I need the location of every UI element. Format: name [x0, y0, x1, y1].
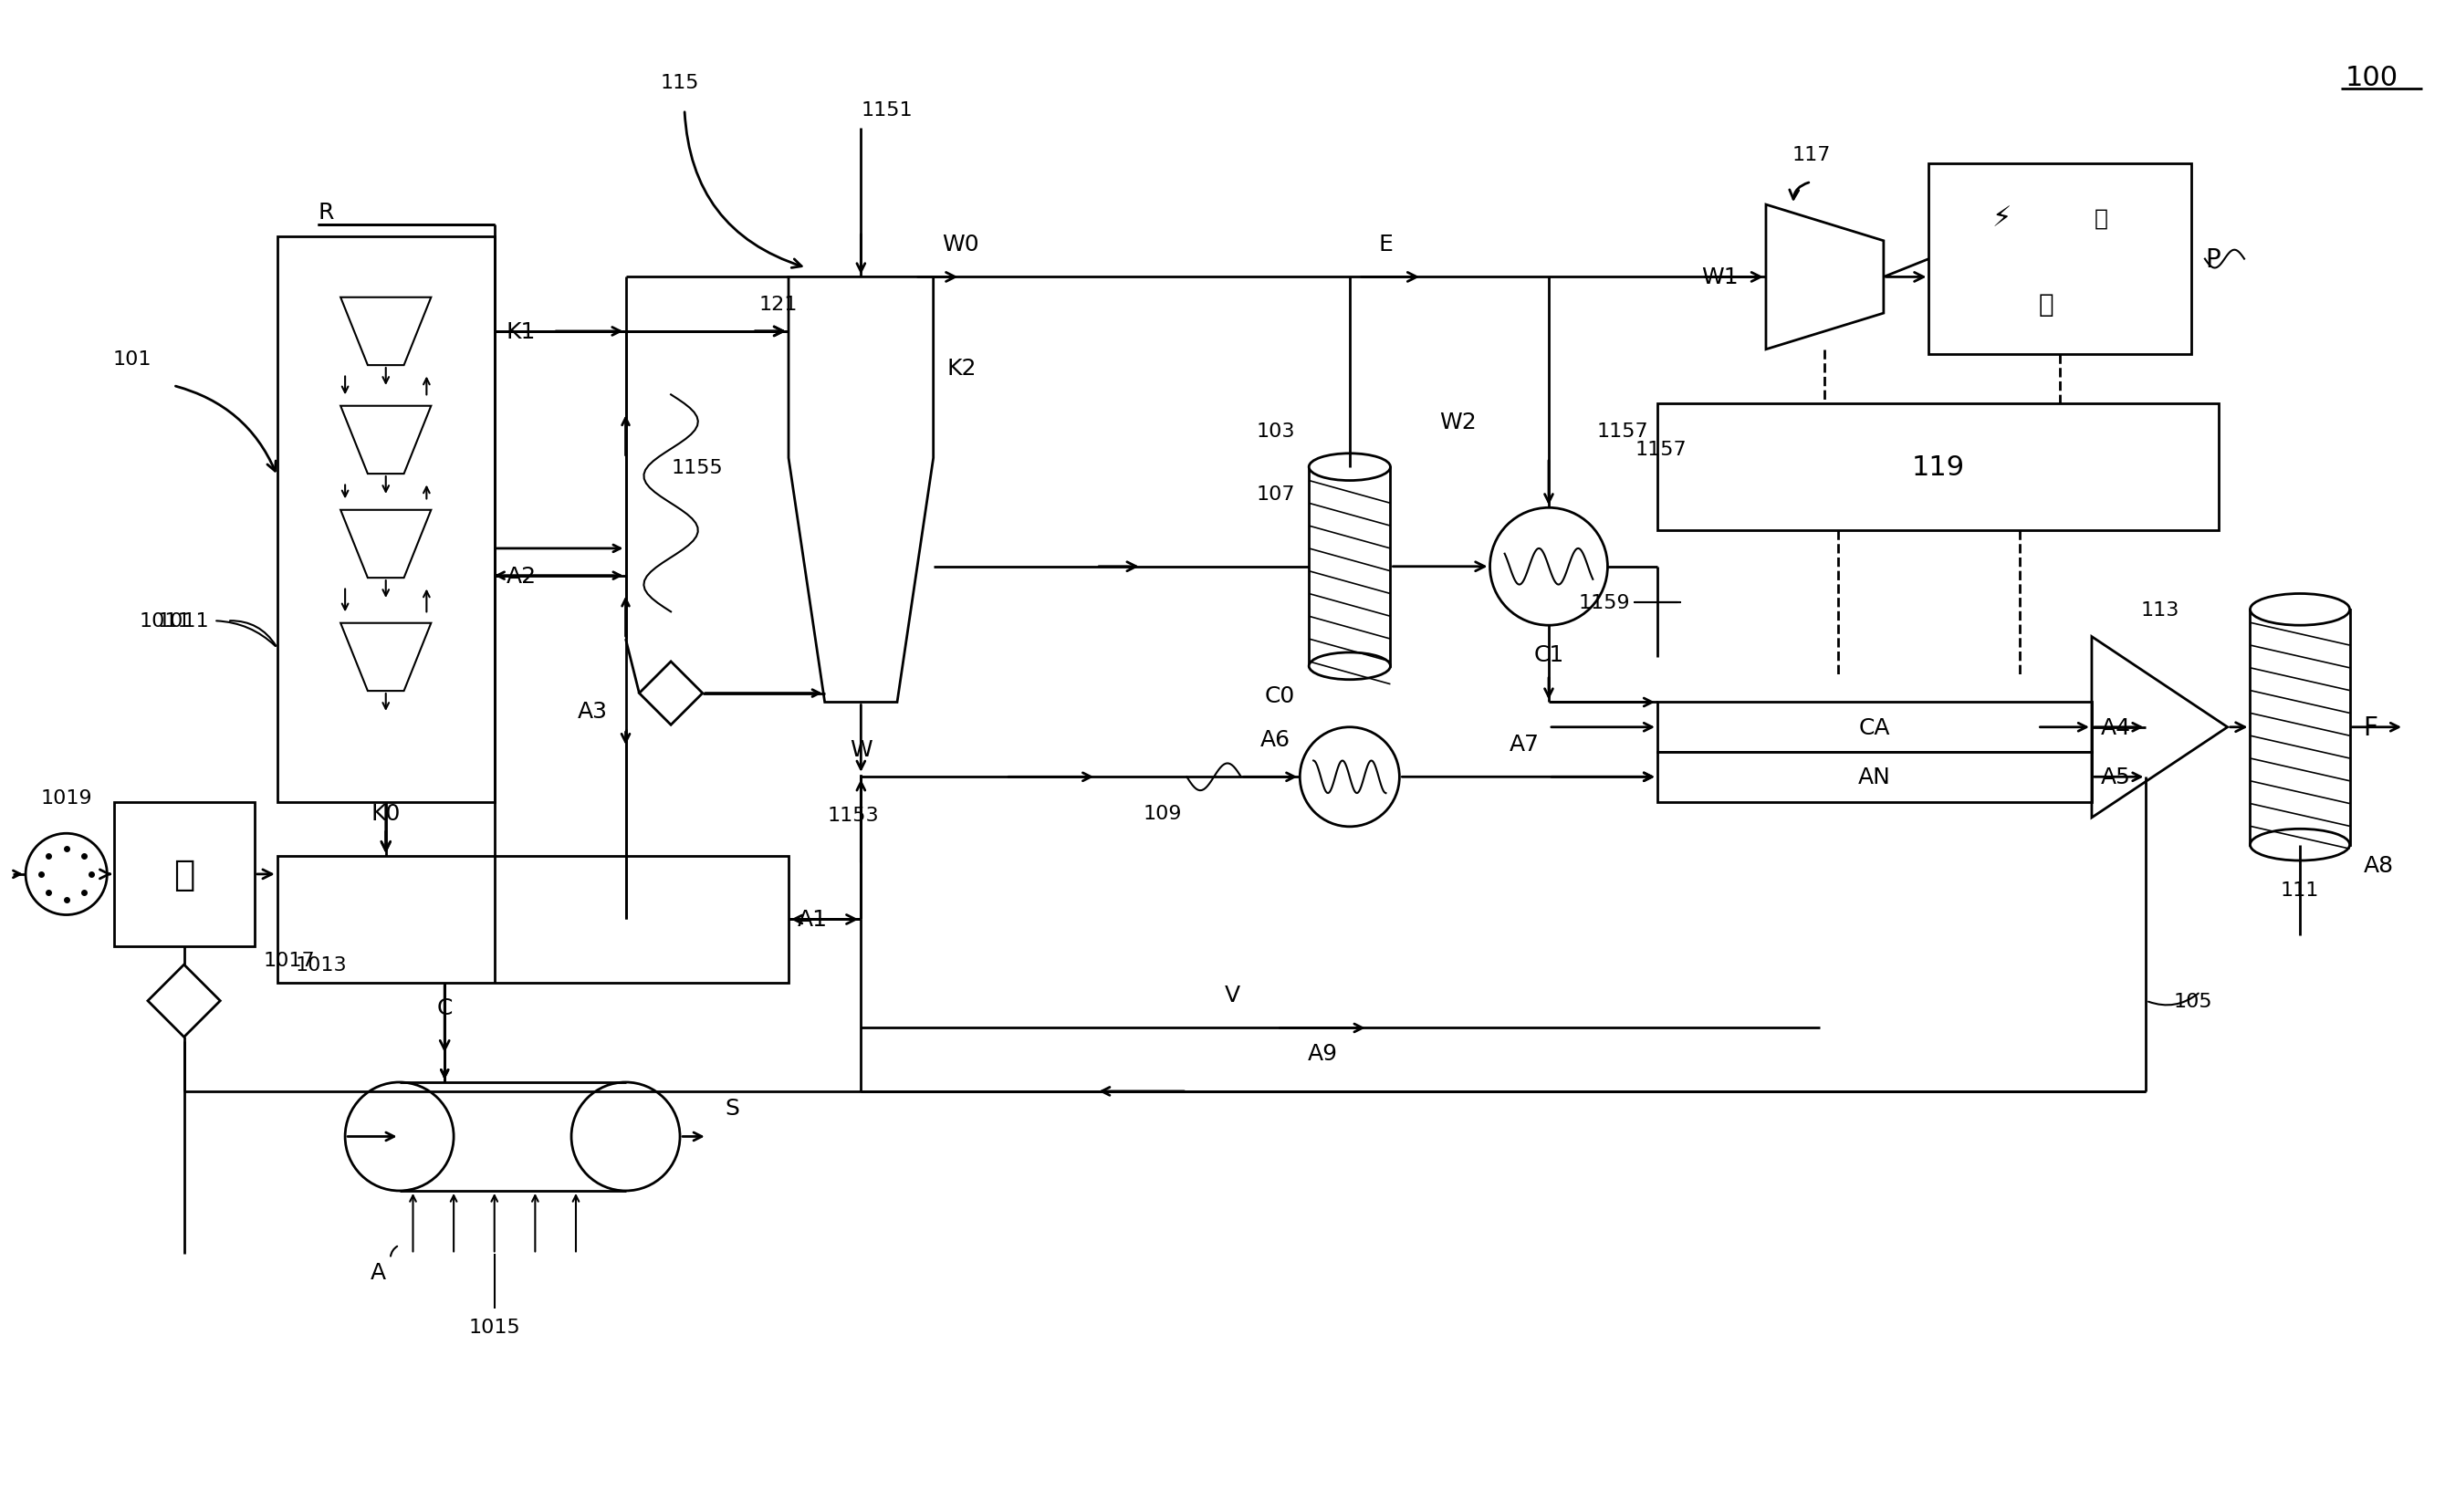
- Text: 119: 119: [1912, 454, 1963, 481]
- Text: 105: 105: [2174, 992, 2213, 1010]
- Text: 🔥: 🔥: [174, 857, 196, 892]
- Text: 1017: 1017: [264, 951, 315, 969]
- Text: S: S: [726, 1096, 741, 1119]
- Text: K2: K2: [946, 357, 976, 380]
- Circle shape: [345, 1083, 455, 1191]
- Text: 103: 103: [1257, 422, 1296, 440]
- Bar: [2249, 609, 2350, 845]
- Text: W2: W2: [1440, 411, 1477, 434]
- Text: K0: K0: [372, 803, 401, 824]
- Text: 1157: 1157: [1636, 440, 1687, 458]
- Text: 100: 100: [2345, 65, 2399, 92]
- Bar: [1658, 703, 2093, 753]
- Text: 111: 111: [2281, 881, 2320, 900]
- Text: 1157: 1157: [1597, 422, 1648, 440]
- Text: 1011: 1011: [156, 612, 210, 631]
- Text: 1013: 1013: [296, 956, 347, 974]
- Text: C: C: [438, 996, 452, 1019]
- Text: 113: 113: [2139, 600, 2178, 618]
- Text: W1: W1: [1702, 266, 1738, 289]
- Text: 121: 121: [758, 296, 797, 314]
- Text: A3: A3: [577, 700, 606, 723]
- Text: A: A: [369, 1261, 386, 1284]
- Circle shape: [1301, 727, 1399, 827]
- Text: A1: A1: [797, 909, 829, 930]
- Text: 1155: 1155: [670, 458, 724, 476]
- Bar: [1658, 404, 2218, 531]
- Text: AN: AN: [1858, 767, 1890, 788]
- Text: 🏗: 🏗: [2039, 292, 2054, 318]
- Text: 1019: 1019: [42, 788, 93, 806]
- Circle shape: [572, 1083, 680, 1191]
- Text: 101: 101: [112, 349, 152, 367]
- Text: 1015: 1015: [469, 1317, 521, 1335]
- Text: E: E: [1379, 233, 1394, 256]
- Text: CA: CA: [1858, 717, 1890, 738]
- Text: V: V: [1225, 984, 1240, 1005]
- Text: 107: 107: [1257, 485, 1296, 503]
- Ellipse shape: [1308, 653, 1391, 680]
- Text: A7: A7: [1509, 733, 1540, 754]
- Text: P: P: [2205, 246, 2220, 272]
- Text: 🌞: 🌞: [2093, 209, 2108, 230]
- Text: A6: A6: [1262, 729, 1291, 750]
- Text: 117: 117: [1792, 147, 1831, 165]
- Ellipse shape: [2249, 594, 2350, 626]
- Text: A5: A5: [2100, 767, 2130, 788]
- Text: W: W: [851, 739, 873, 761]
- Text: 115: 115: [660, 74, 699, 92]
- Text: A2: A2: [506, 565, 535, 587]
- Circle shape: [1489, 508, 1606, 626]
- Text: A8: A8: [2364, 854, 2394, 875]
- Text: W0: W0: [941, 233, 978, 256]
- Bar: [115, 803, 254, 947]
- Bar: [276, 237, 494, 803]
- Text: F: F: [2364, 715, 2379, 741]
- Bar: [1929, 165, 2191, 354]
- Text: C1: C1: [1533, 644, 1565, 665]
- Text: ⚡: ⚡: [1993, 206, 2012, 231]
- Bar: [276, 856, 790, 983]
- Text: A4: A4: [2100, 717, 2132, 738]
- Ellipse shape: [2249, 829, 2350, 860]
- Text: 109: 109: [1144, 804, 1183, 823]
- Bar: [1308, 467, 1391, 667]
- Text: K1: K1: [506, 321, 535, 343]
- Text: 1011: 1011: [139, 612, 191, 631]
- Text: 1153: 1153: [826, 806, 880, 826]
- Ellipse shape: [1308, 454, 1391, 481]
- Text: 1151: 1151: [861, 101, 912, 119]
- Text: A9: A9: [1308, 1042, 1337, 1064]
- Text: C0: C0: [1264, 685, 1296, 706]
- Text: 1159: 1159: [1579, 594, 1631, 612]
- Text: R: R: [318, 201, 335, 224]
- Circle shape: [24, 833, 108, 915]
- Bar: [1658, 753, 2093, 803]
